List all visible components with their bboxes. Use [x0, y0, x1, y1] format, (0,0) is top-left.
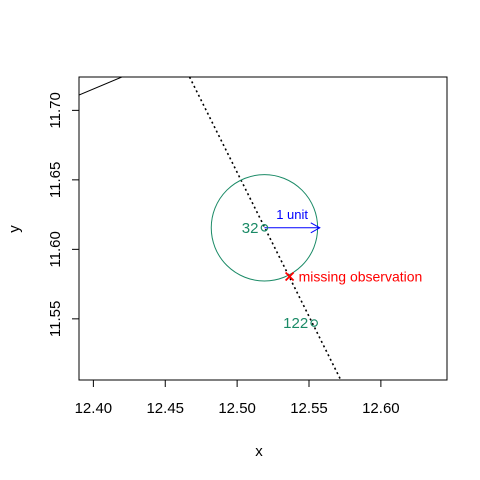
unit-arrow-label: 1 unit	[276, 207, 308, 222]
unit-arrow-head	[310, 222, 321, 234]
y-tick-label: 11.60	[47, 231, 64, 267]
data-point	[260, 224, 269, 232]
missing-observation-label: missing observation	[299, 268, 423, 284]
solid-line	[79, 77, 123, 96]
x-tick-label: 12.60	[362, 400, 400, 417]
y-tick-label: 11.70	[47, 92, 64, 128]
data-point-label: 32	[242, 220, 259, 237]
y-axis-title: y	[6, 225, 23, 233]
plot-frame	[78, 76, 448, 381]
data-point-label: 122	[283, 315, 308, 332]
dotted-line	[188, 77, 342, 380]
x-axis-title: x	[255, 443, 263, 460]
y-tick-label: 11.55	[47, 301, 64, 337]
missing-marker-stroke-b	[284, 271, 295, 282]
x-tick-label: 12.40	[75, 400, 113, 417]
points: 32 122	[242, 220, 318, 332]
y-axis: 11.55 11.60 11.65 11.70	[47, 92, 80, 337]
x-tick-label: 12.50	[218, 400, 256, 417]
y-tick-label: 11.65	[47, 162, 64, 198]
x-tick-label: 12.55	[290, 400, 328, 417]
data-point	[310, 319, 318, 327]
x-axis: 12.40 12.45 12.50 12.55 12.60	[75, 379, 400, 417]
x-tick-label: 12.45	[146, 400, 184, 417]
missing-observation: missing observation	[284, 268, 423, 284]
